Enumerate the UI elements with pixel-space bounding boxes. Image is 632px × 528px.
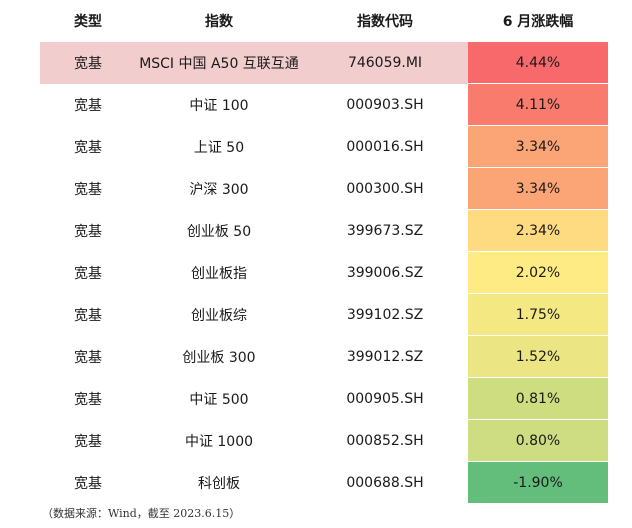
table-row: 宽基 创业板指 399006.SZ 2.02% — [40, 252, 608, 294]
row-index-code: 000852.SH — [346, 433, 424, 449]
row-index-code: 746059.MI — [302, 42, 468, 84]
row-june-change: 0.80% — [468, 420, 608, 462]
row-index-name: MSCI 中国 A50 互联互通 — [136, 42, 302, 84]
row-index-code: 000688.SH — [346, 475, 424, 491]
table-header-row: 类型 指数 指数代码 6 月涨跌幅 — [40, 0, 608, 42]
row-type: 宽基 — [74, 476, 102, 492]
table-row: 宽基 创业板 300 399012.SZ 1.52% — [40, 336, 608, 378]
row-index-name: 上证 50 — [193, 140, 245, 156]
row-index-code: 000903.SH — [346, 97, 424, 113]
row-index-name: 创业板综 — [191, 308, 247, 324]
row-type: 宽基 — [74, 182, 102, 198]
row-type: 宽基 — [74, 350, 102, 366]
row-index-code: 000300.SH — [346, 181, 424, 197]
row-june-change: 1.52% — [468, 336, 608, 378]
header-june-change: 6 月涨跌幅 — [502, 14, 574, 30]
row-index-name: 科创板 — [198, 476, 240, 492]
row-june-change: 2.02% — [468, 252, 608, 294]
row-index-name: 创业板 300 — [182, 350, 256, 366]
row-june-change: 4.44% — [468, 42, 608, 84]
row-type: 宽基 — [74, 140, 102, 156]
header-index-code: 指数代码 — [357, 14, 413, 30]
row-index-code: 399012.SZ — [346, 349, 424, 365]
row-index-name: 中证 1000 — [184, 434, 254, 450]
row-type: 宽基 — [74, 98, 102, 114]
row-type: 宽基 — [40, 42, 136, 84]
table-row: 宽基 MSCI 中国 A50 互联互通 746059.MI 4.44% — [40, 42, 608, 84]
table-row: 宽基 中证 100 000903.SH 4.11% — [40, 84, 608, 126]
table-row: 宽基 创业板综 399102.SZ 1.75% — [40, 294, 608, 336]
table-row: 宽基 上证 50 000016.SH 3.34% — [40, 126, 608, 168]
row-index-name: 沪深 300 — [189, 182, 249, 198]
table-row: 宽基 创业板 50 399673.SZ 2.34% — [40, 210, 608, 252]
row-type: 宽基 — [74, 392, 102, 408]
row-june-change: 3.34% — [468, 126, 608, 168]
header-type: 类型 — [74, 14, 102, 30]
row-index-name: 中证 500 — [189, 392, 249, 408]
row-june-change: 3.34% — [468, 168, 608, 210]
source-note: （数据来源：Wind，截至 2023.6.15） — [42, 507, 241, 520]
row-index-code: 399673.SZ — [346, 223, 424, 239]
table-body: 宽基 MSCI 中国 A50 互联互通 746059.MI 4.44% 宽基 中证 100… — [40, 42, 608, 504]
row-index-code: 000016.SH — [346, 139, 424, 155]
table-row: 宽基 中证 1000 000852.SH 0.80% — [40, 420, 608, 462]
row-index-code: 399102.SZ — [346, 307, 424, 323]
header-index-name: 指数 — [205, 14, 233, 30]
row-june-change: 2.34% — [468, 210, 608, 252]
row-june-change: 0.81% — [468, 378, 608, 420]
row-index-code: 000905.SH — [346, 391, 424, 407]
row-type: 宽基 — [74, 434, 102, 450]
row-type: 宽基 — [74, 308, 102, 324]
table-row: 宽基 沪深 300 000300.SH 3.34% — [40, 168, 608, 210]
row-type: 宽基 — [74, 224, 102, 240]
row-index-name: 中证 100 — [189, 98, 249, 114]
index-performance-table: 类型 指数 指数代码 6 月涨跌幅 宽基 MSCI 中国 A50 互联互通 7460… — [40, 0, 608, 504]
row-index-code: 399006.SZ — [346, 265, 424, 281]
row-june-change: 4.11% — [468, 84, 608, 126]
row-index-name: 创业板 50 — [186, 224, 252, 240]
row-june-change: 1.75% — [468, 294, 608, 336]
table-row: 宽基 科创板 000688.SH -1.90% — [40, 462, 608, 504]
table-row: 宽基 中证 500 000905.SH 0.81% — [40, 378, 608, 420]
row-june-change: -1.90% — [468, 462, 608, 504]
row-index-name: 创业板指 — [191, 266, 247, 282]
row-type: 宽基 — [74, 266, 102, 282]
